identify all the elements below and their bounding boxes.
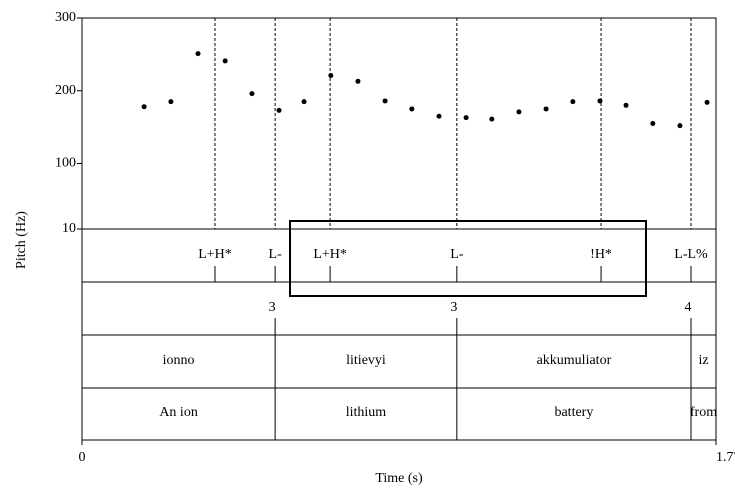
pitch-point (249, 91, 255, 97)
pitch-point (677, 123, 683, 129)
y-tick-label: 300 (55, 10, 76, 25)
gloss-label: An ion (159, 405, 198, 420)
pitch-point (328, 72, 334, 78)
pitch-point (597, 98, 603, 104)
y-tick-label: 200 (55, 83, 76, 98)
pitch-point (195, 51, 201, 57)
break-label: 3 (269, 300, 276, 315)
pitch-point (516, 109, 522, 115)
pitch-point (382, 98, 388, 104)
pitch-point (463, 115, 469, 121)
tone-label: L- (269, 247, 283, 262)
tone-label: L- (450, 247, 464, 262)
gloss-label: battery (554, 405, 593, 420)
y-axis-label: Pitch (Hz) (14, 211, 29, 269)
x-axis-label: Time (s) (375, 471, 423, 486)
word-label: akkumuliator (537, 353, 612, 368)
tone-label: L+H* (313, 247, 347, 262)
highlight-box (289, 220, 647, 297)
word-label: ionno (163, 353, 195, 368)
pitch-point (301, 99, 307, 105)
pitch-point (168, 99, 174, 105)
word-label: iz (698, 353, 708, 368)
x-tick-label: 0 (79, 450, 86, 465)
frame (81, 17, 717, 441)
pitch-point (623, 102, 629, 108)
break-label: 4 (685, 300, 692, 315)
pitch-point (436, 113, 442, 119)
x-tick-label: 1.776 (716, 450, 735, 465)
y-tick-label: 10 (62, 221, 76, 236)
tone-label: !H* (590, 247, 612, 262)
y-tick-label: 100 (55, 156, 76, 171)
pitch-point (650, 121, 656, 126)
break-label: 3 (450, 300, 457, 315)
tone-label: L-L% (674, 247, 708, 262)
pitch-point (141, 104, 147, 110)
pitch-point (543, 106, 549, 112)
gloss-label: from (690, 405, 717, 420)
pitch-point (570, 99, 576, 105)
pitch-point (489, 116, 495, 122)
pitch-point (355, 78, 361, 84)
pitch-point (704, 99, 710, 105)
pitch-point (222, 58, 228, 64)
gloss-label: lithium (346, 405, 387, 420)
pitch-point (409, 106, 415, 112)
pitch-point (276, 107, 282, 113)
word-label: litievyi (346, 353, 386, 368)
tone-label: L+H* (198, 247, 232, 262)
